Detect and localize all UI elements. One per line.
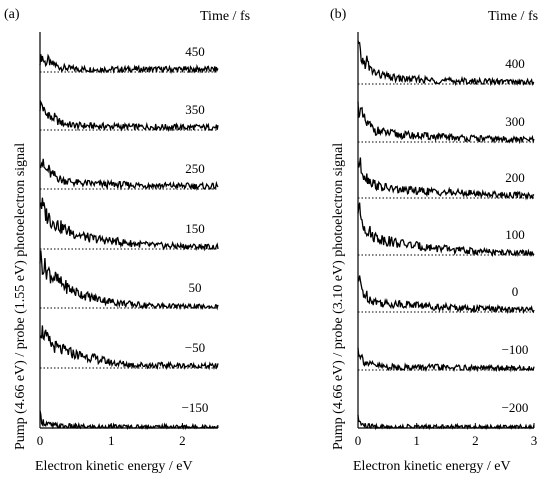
panel-a-time-label: 50 <box>189 280 202 295</box>
panel-b-time-label: 400 <box>505 56 525 71</box>
panel-a-trace <box>39 250 219 311</box>
panel-b-time-header: Time / fs <box>488 9 538 24</box>
panel-a-ylabel: Pump (4.66 eV) / probe (1.55 eV) photoel… <box>13 143 28 450</box>
panel-b-trace <box>357 347 535 373</box>
panel-a-trace <box>39 99 219 133</box>
panel-b-time-label: −200 <box>502 400 529 415</box>
panel-a-trace <box>39 158 219 191</box>
panel-a-xtick-label: 0 <box>37 433 44 448</box>
panel-a-trace <box>39 410 219 431</box>
panel-b-trace <box>357 202 535 258</box>
panel-b-trace <box>357 101 535 145</box>
panel-b-trace <box>357 275 535 315</box>
panel-a-time-label: 250 <box>185 161 205 176</box>
panel-a-time-label: −150 <box>182 400 209 415</box>
panel-b-xtick-label: 1 <box>413 433 420 448</box>
panel-a-plot: 0 1 2 450 350 250 150 50 −50 −150 <box>37 32 219 448</box>
panel-b-trace <box>357 157 535 201</box>
panel-a-xlabel: Electron kinetic energy / eV <box>35 459 193 474</box>
panel-b-xtick-label: 3 <box>531 433 538 448</box>
panel-b-time-label: 300 <box>505 114 525 129</box>
panel-b-label: (b) <box>330 7 347 22</box>
panel-b-trace <box>357 40 535 87</box>
panel-b-time-label: 0 <box>512 284 519 299</box>
panel-b-time-label: −100 <box>502 342 529 357</box>
panel-a-xtick-label: 1 <box>108 433 115 448</box>
panel-a-time-label: −50 <box>185 340 205 355</box>
panel-b-time-label: 200 <box>505 170 525 185</box>
panel-a-time-label: 150 <box>185 221 205 236</box>
panel-a-trace <box>39 53 219 75</box>
panel-a-trace <box>39 197 219 252</box>
panel-a-trace <box>39 325 219 371</box>
panel-b-trace <box>357 414 535 431</box>
panel-a-label: (a) <box>4 7 20 22</box>
panel-b-plot: 0 1 2 3 400 300 200 100 0 −100 −200 <box>355 32 538 448</box>
panel-a-time-label: 450 <box>185 44 205 59</box>
panel-b-time-label: 100 <box>505 227 525 242</box>
panel-a-time-header: Time / fs <box>200 9 250 24</box>
panel-b-ylabel: Pump (4.66 eV) / probe (3.10 eV) photoel… <box>331 143 346 450</box>
panel-a-xtick-label: 2 <box>179 433 186 448</box>
panel-a-time-label: 350 <box>185 102 205 117</box>
panel-b-xtick-label: 2 <box>472 433 479 448</box>
panel-b-xtick-label: 0 <box>355 433 362 448</box>
panel-b-xlabel: Electron kinetic energy / eV <box>353 459 511 474</box>
